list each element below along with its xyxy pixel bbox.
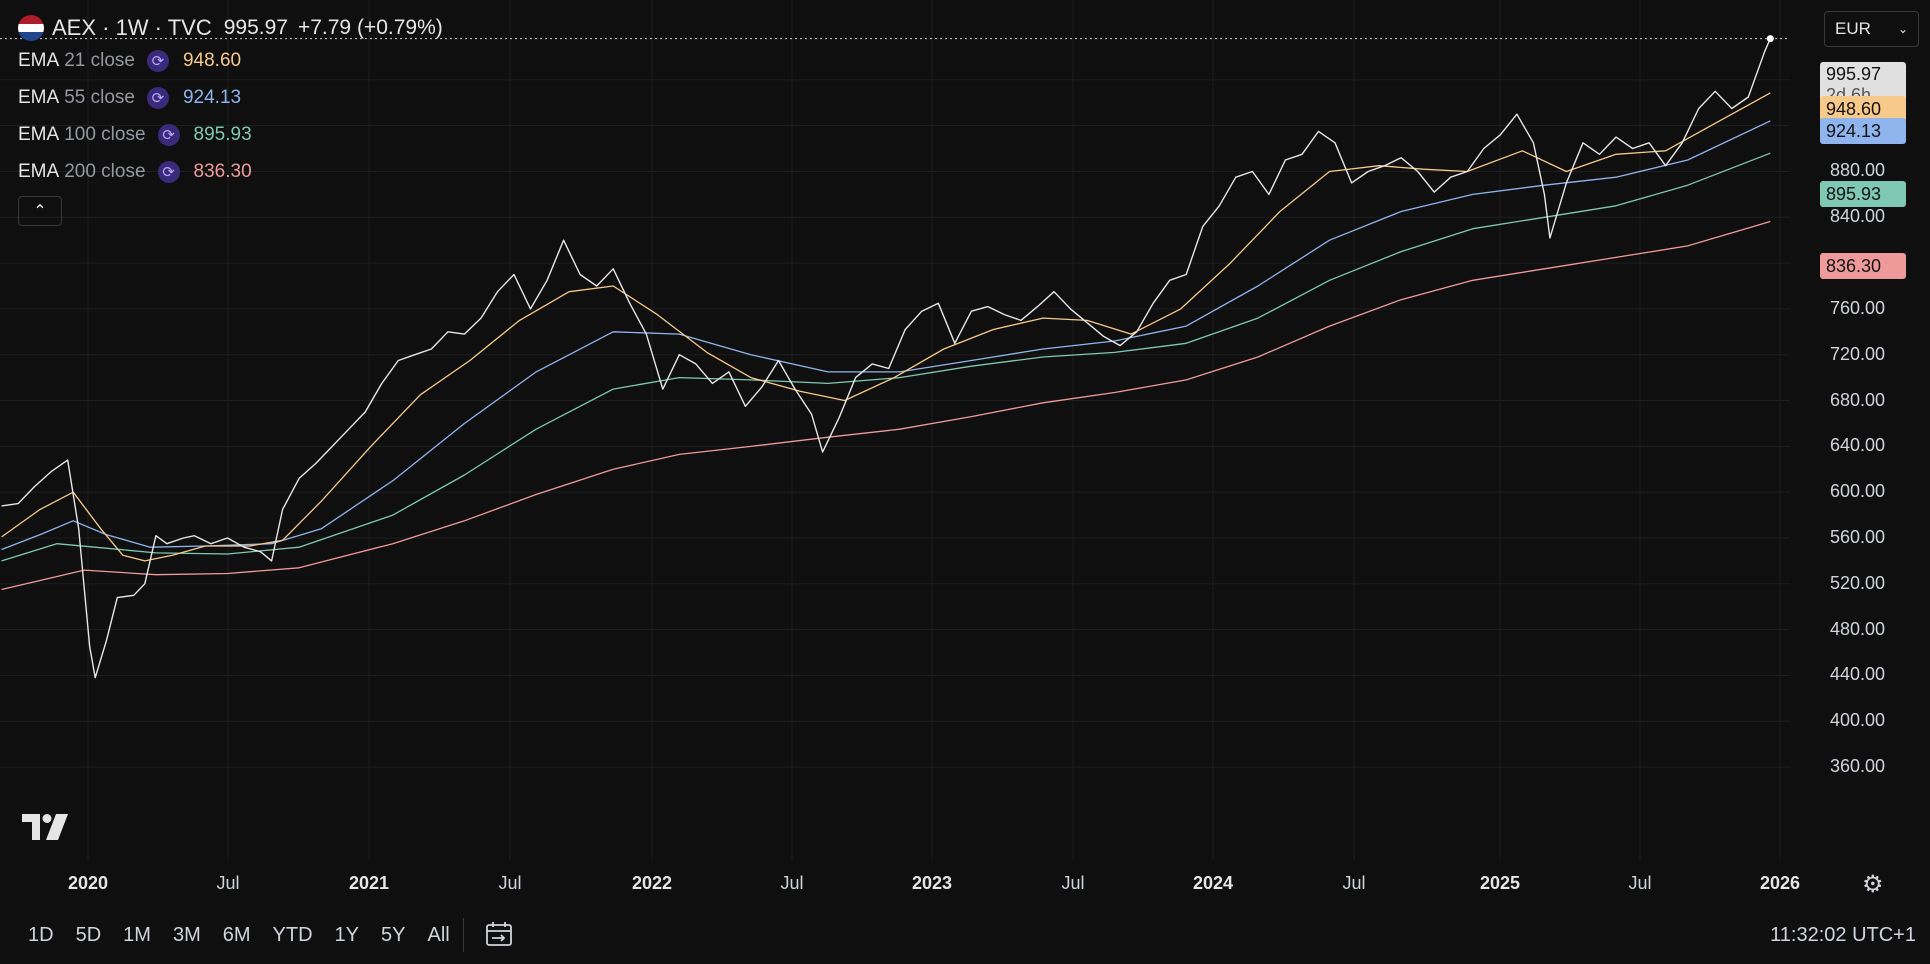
ema-name: EMA (18, 160, 60, 182)
price-axis-label: 480.00 (1830, 618, 1886, 639)
price-axis-label: 400.00 (1830, 710, 1886, 731)
price-axis-label: 360.00 (1830, 756, 1886, 777)
time-axis-label: 2023 (911, 873, 953, 893)
range-button-1m[interactable]: 1M (123, 924, 151, 946)
refresh-icon[interactable]: ⟳ (146, 86, 169, 109)
ema100-price-tag: 895.93 (1820, 181, 1906, 207)
time-axis-label: 2022 (631, 873, 673, 893)
last-price-dot (1766, 35, 1774, 43)
time-axis-label: 2024 (1192, 873, 1234, 893)
symbol-header[interactable]: AEX · 1W · TVC 995.97 +7.79 (+0.79%) (18, 14, 453, 42)
range-button-5d[interactable]: 5D (75, 924, 102, 946)
range-button-1d[interactable]: 1D (28, 924, 54, 946)
time-axis-label: Jul (498, 873, 522, 893)
ema-name: EMA (18, 49, 60, 71)
time-axis-label: Jul (1061, 873, 1085, 893)
ema-params: 100 close (64, 123, 146, 145)
price-axis-label: 840.00 (1830, 206, 1886, 227)
refresh-icon[interactable]: ⟳ (146, 49, 169, 72)
legend-ema-row[interactable]: EMA 100 close ⟳ 895.93 (18, 116, 453, 153)
price-axis-label: 600.00 (1830, 481, 1886, 502)
ema-value: 895.93 (193, 123, 252, 145)
series-line-ema-200-close (1, 220, 1771, 591)
refresh-icon[interactable]: ⟳ (157, 123, 180, 146)
time-axis-label: 2020 (67, 873, 109, 893)
ema-value: 836.30 (193, 160, 252, 182)
price-axis-label: 720.00 (1830, 343, 1886, 364)
time-axis-label: 2021 (348, 873, 390, 893)
price-axis-label: 440.00 (1830, 664, 1886, 685)
series-line-ema-100-close (1, 152, 1771, 562)
range-button-3m[interactable]: 3M (172, 924, 201, 946)
ema-name: EMA (18, 123, 60, 145)
time-axis-label: Jul (780, 873, 804, 893)
legend-ema-row[interactable]: EMA 55 close ⟳ 924.13 (18, 79, 453, 116)
price-axis-label: 680.00 (1830, 389, 1886, 410)
price-axis-label: 560.00 (1830, 527, 1886, 547)
chevron-up-icon: ⌃ (33, 203, 47, 220)
ema200-price-tag: 836.30 (1820, 253, 1906, 279)
currency-select[interactable]: EUR ⌄ (1824, 11, 1919, 47)
symbol-title: AEX · 1W · TVC (52, 15, 212, 40)
legend-ema-row[interactable]: EMA 200 close ⟳ 836.30 (18, 153, 453, 190)
price-axis-label: 760.00 (1830, 297, 1886, 318)
ema-params: 55 close (64, 86, 135, 108)
range-buttons: 1D 5D 1M 3M 6M YTD 1Y 5Y All (28, 924, 472, 947)
clock-timezone[interactable]: 11:32:02 UTC+1 (1770, 924, 1916, 946)
legend-ema-row[interactable]: EMA 21 close ⟳ 948.60 (18, 42, 453, 79)
ema-name: EMA (18, 86, 60, 108)
ema-params: 200 close (64, 160, 146, 182)
time-axis-label: Jul (216, 873, 240, 893)
refresh-icon[interactable]: ⟳ (157, 160, 180, 183)
ema-value: 924.13 (182, 86, 242, 108)
range-button-ytd[interactable]: YTD (272, 924, 313, 946)
tradingview-logo[interactable] (22, 814, 70, 845)
range-button-all[interactable]: All (427, 924, 450, 946)
range-button-5y[interactable]: 5Y (381, 924, 406, 946)
ema21-price-tag: 948.60 (1820, 96, 1906, 122)
time-axis-label: 2026 (1759, 873, 1801, 893)
time-axis-label: 2025 (1479, 873, 1521, 893)
time-axis-label: Jul (1342, 873, 1366, 893)
collapse-legend-button[interactable]: ⌃ (18, 196, 62, 226)
range-button-1y[interactable]: 1Y (334, 924, 360, 946)
ema-params: 21 close (64, 49, 135, 71)
calendar-range-icon[interactable] (484, 919, 514, 954)
gear-icon[interactable]: ⚙ (1862, 871, 1884, 898)
last-price-tag-value: 995.97 (1826, 64, 1882, 84)
series-line-aex (1, 38, 1771, 679)
time-axis-label: Jul (1628, 873, 1652, 893)
currency-value: EUR (1835, 19, 1871, 38)
price-axis-label: 880.00 (1830, 160, 1886, 181)
netherlands-flag-icon (18, 15, 44, 41)
series-line-ema-55-close (1, 120, 1771, 551)
price-change: +7.79 (+0.79%) (297, 16, 443, 39)
range-button-6m[interactable]: 6M (222, 924, 251, 946)
ema55-price-tag: 924.13 (1820, 118, 1906, 144)
ema-value: 948.60 (182, 49, 242, 71)
legend: AEX · 1W · TVC 995.97 +7.79 (+0.79%) EMA… (18, 14, 453, 226)
price-axis-label: 640.00 (1830, 435, 1886, 456)
series-line-ema-21-close (1, 92, 1771, 562)
price-axis-label: 520.00 (1830, 572, 1886, 593)
toolbar-divider (463, 918, 464, 952)
chevron-down-icon: ⌄ (1897, 22, 1908, 36)
last-price: 995.97 (223, 16, 288, 39)
